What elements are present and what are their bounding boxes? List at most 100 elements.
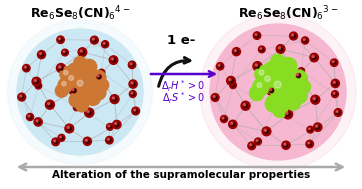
Circle shape [336,111,338,112]
Circle shape [90,36,98,44]
Circle shape [104,43,107,46]
Circle shape [110,95,119,104]
Circle shape [48,102,50,105]
Circle shape [25,66,26,68]
Text: 1 e-: 1 e- [167,35,195,47]
Circle shape [28,115,30,117]
Circle shape [134,109,136,111]
Circle shape [130,63,132,65]
Circle shape [17,29,143,155]
Circle shape [129,91,136,98]
Circle shape [80,50,83,52]
Circle shape [20,95,24,99]
Circle shape [48,103,52,107]
Circle shape [131,92,133,94]
Circle shape [72,75,92,95]
Circle shape [76,99,88,112]
Circle shape [331,59,338,66]
Circle shape [100,71,103,74]
Circle shape [109,56,118,64]
Circle shape [18,93,26,101]
Circle shape [132,107,139,115]
Circle shape [87,110,89,113]
Circle shape [276,45,285,53]
Circle shape [227,76,235,85]
Circle shape [112,97,114,99]
Circle shape [108,125,111,128]
Circle shape [255,64,257,66]
Circle shape [300,69,301,71]
Circle shape [296,74,300,78]
Circle shape [249,86,264,101]
Circle shape [75,106,76,108]
Circle shape [296,80,311,94]
Circle shape [69,93,84,107]
Circle shape [57,36,64,43]
Circle shape [269,88,274,93]
Circle shape [229,79,233,83]
Circle shape [93,38,96,42]
Circle shape [253,62,262,71]
Circle shape [98,69,105,76]
Circle shape [230,82,236,88]
Circle shape [62,81,66,86]
Circle shape [77,86,94,103]
Circle shape [232,48,240,56]
Circle shape [255,66,272,83]
Circle shape [210,24,346,160]
Circle shape [67,63,82,78]
Circle shape [59,66,63,70]
Circle shape [58,78,73,93]
Circle shape [108,125,110,127]
Circle shape [311,95,320,104]
Circle shape [267,86,276,95]
Circle shape [222,117,224,119]
Circle shape [235,50,236,52]
Circle shape [316,125,320,129]
Circle shape [231,84,233,85]
Circle shape [241,101,250,110]
Circle shape [292,34,295,38]
Circle shape [91,70,106,85]
Circle shape [52,138,59,146]
Circle shape [244,104,248,108]
Circle shape [280,72,301,93]
Circle shape [265,129,269,133]
Circle shape [232,84,235,87]
Circle shape [87,81,103,97]
Circle shape [58,134,65,141]
Circle shape [200,14,356,170]
Text: Re$_6$Se$_8$(CN)$_6$$^{3-}$: Re$_6$Se$_8$(CN)$_6$$^{3-}$ [238,4,338,23]
Circle shape [67,126,69,129]
Circle shape [254,138,261,145]
Circle shape [284,143,288,147]
Circle shape [256,64,260,68]
Text: Alteration of the supramolecular properties: Alteration of the supramolecular propert… [52,170,310,180]
Circle shape [96,79,109,92]
Circle shape [34,80,38,84]
Circle shape [131,92,134,96]
Circle shape [231,122,233,124]
Circle shape [332,61,336,64]
Circle shape [286,112,290,116]
Circle shape [37,84,40,87]
Circle shape [333,82,337,85]
Circle shape [102,41,109,48]
Circle shape [40,53,43,57]
Circle shape [108,138,109,140]
Circle shape [300,69,303,72]
Circle shape [332,61,334,63]
Circle shape [35,82,42,89]
Circle shape [307,126,314,133]
Circle shape [303,39,307,42]
Circle shape [87,111,91,115]
Circle shape [63,51,67,54]
Circle shape [36,120,40,124]
Circle shape [280,57,297,74]
Circle shape [260,48,262,49]
Circle shape [253,78,269,95]
Circle shape [265,95,282,112]
Circle shape [250,144,252,146]
Circle shape [73,104,80,111]
Circle shape [271,105,278,112]
